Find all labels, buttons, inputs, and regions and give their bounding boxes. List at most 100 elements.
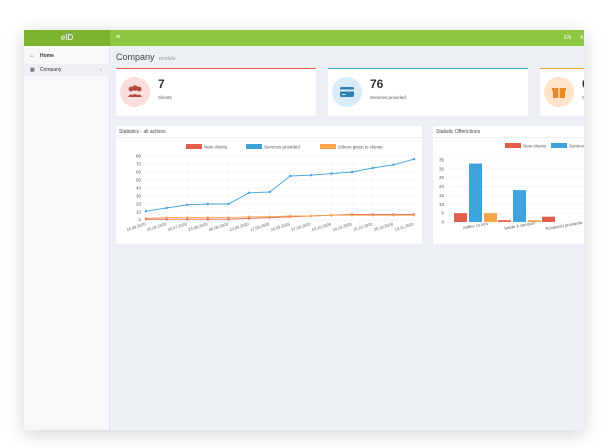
data-point: [309, 214, 313, 218]
data-point: [392, 163, 395, 166]
sidebar-item-company[interactable]: ▦ Company ›: [24, 64, 110, 76]
page-subtitle: module: [159, 56, 176, 62]
y-tick-label: 0: [441, 220, 444, 225]
x-tick-label: Srbski & zarobum: [504, 220, 537, 231]
y-tick-label: 20: [439, 184, 445, 189]
legend-label: New clients: [204, 145, 228, 150]
legend-swatch: [246, 144, 262, 149]
panel-divider: [433, 137, 584, 138]
legend-swatch: [186, 144, 202, 149]
data-point: [186, 216, 189, 219]
data-point: [186, 203, 189, 206]
stat-card-clients: 7 Clients: [116, 68, 316, 116]
line-chart: New clients Services provided Others given…: [126, 144, 416, 232]
app-window: eID ≡ EN A ⌂ Home ▦ Company › Company mo…: [24, 30, 584, 430]
y-tick-label: 20: [136, 202, 142, 207]
chart-title: Statistics - all actions: [119, 129, 166, 135]
y-tick-label: 10: [439, 202, 445, 207]
data-point: [144, 217, 148, 220]
user-menu[interactable]: A: [580, 35, 584, 41]
data-point: [206, 216, 210, 219]
data-point: [268, 215, 271, 218]
clients-label: Clients: [158, 95, 172, 100]
data-point: [144, 210, 148, 213]
legend-label: New clients: [523, 144, 547, 149]
bar: [469, 163, 482, 222]
menu-toggle-icon[interactable]: ≡: [116, 34, 121, 41]
sidebar-item-home[interactable]: ⌂ Home: [24, 50, 110, 62]
top-navbar: eID ≡ EN A: [24, 30, 584, 46]
page-title: Company module: [116, 52, 175, 62]
x-tick-label: 16.06.2020: [126, 221, 147, 232]
gift-icon: [544, 77, 574, 107]
x-tick-label: 03.10.2020: [311, 221, 332, 232]
y-tick-label: 15: [439, 193, 445, 198]
data-point: [268, 190, 271, 194]
building-icon: ▦: [30, 67, 35, 73]
clients-count: 7: [158, 77, 165, 91]
legend-swatch: [551, 143, 567, 148]
others-label: O: [582, 95, 584, 100]
bar: [498, 220, 511, 222]
data-point: [412, 214, 416, 217]
legend-swatch: [320, 144, 336, 149]
data-point: [227, 202, 230, 206]
bar: [484, 213, 497, 222]
data-point: [165, 206, 168, 210]
chevron-right-icon: ›: [100, 67, 102, 73]
data-point: [371, 166, 374, 170]
y-tick-label: 40: [136, 186, 142, 191]
y-tick-label: 30: [136, 194, 142, 199]
data-point: [330, 172, 333, 175]
y-tick-label: 50: [136, 178, 142, 183]
x-tick-label: Pondeinici prostavila: [545, 220, 583, 231]
sidebar: ⌂ Home ▦ Company ›: [24, 46, 110, 430]
data-point: [206, 202, 210, 206]
y-tick-label: 60: [136, 170, 142, 175]
data-point: [247, 215, 251, 218]
sidebar-item-label: Home: [40, 53, 54, 59]
bar: [542, 216, 555, 222]
legend-label: Others given to clients: [338, 145, 383, 150]
stat-card-services: 76 Services provided: [328, 68, 528, 116]
y-tick-label: 80: [136, 154, 142, 159]
services-label: Services provided: [370, 95, 406, 100]
chart-panel-offerictions: Statistic Offerictions New clients Servic…: [433, 126, 584, 244]
x-tick-label: 06.09.2020: [208, 221, 229, 232]
bar-chart: New clients Services 35 30 25 20 15 10 5 0 Kaffee …: [439, 143, 584, 231]
y-tick-label: 70: [136, 162, 142, 167]
data-point: [227, 216, 230, 219]
data-point: [330, 214, 333, 217]
series-line-2: [145, 158, 415, 212]
x-tick-label: 15.10.2020: [352, 221, 373, 232]
data-point: [412, 158, 416, 161]
data-point: [350, 214, 354, 217]
x-tick-label: 10.09.2020: [229, 221, 250, 232]
x-tick-label: Kaffee za krov: [463, 221, 489, 230]
y-tick-label: 25: [439, 175, 445, 180]
sidebar-item-label: Company: [40, 67, 62, 73]
y-tick-label: 0: [138, 218, 141, 223]
chart-title: Statistic Offerictions: [436, 129, 481, 135]
bar: [528, 220, 541, 222]
brand-logo[interactable]: eID: [24, 30, 110, 46]
y-tick-label: 30: [439, 166, 445, 171]
data-point: [165, 216, 168, 219]
y-tick-label: 5: [441, 211, 444, 216]
x-tick-label: 30.07.2020: [167, 221, 188, 232]
data-point: [309, 174, 313, 177]
data-point: [289, 174, 292, 178]
x-tick-label: 24.09.2020: [270, 221, 291, 232]
users-icon: [120, 77, 150, 107]
x-tick-label: 20.06.2020: [146, 221, 167, 232]
x-tick-label: 25.10.2020: [373, 221, 394, 232]
language-selector[interactable]: EN: [564, 35, 571, 41]
series-line-1: [146, 213, 414, 220]
stat-card-others: 0 O: [540, 68, 584, 116]
legend-label: Services: [569, 144, 584, 149]
credit-card-icon: [332, 77, 362, 107]
services-count: 76: [370, 77, 384, 91]
bar: [513, 190, 526, 222]
data-point: [350, 170, 354, 174]
chart-panel-all-actions: Statistics - all actions New clients Serv…: [116, 126, 422, 244]
